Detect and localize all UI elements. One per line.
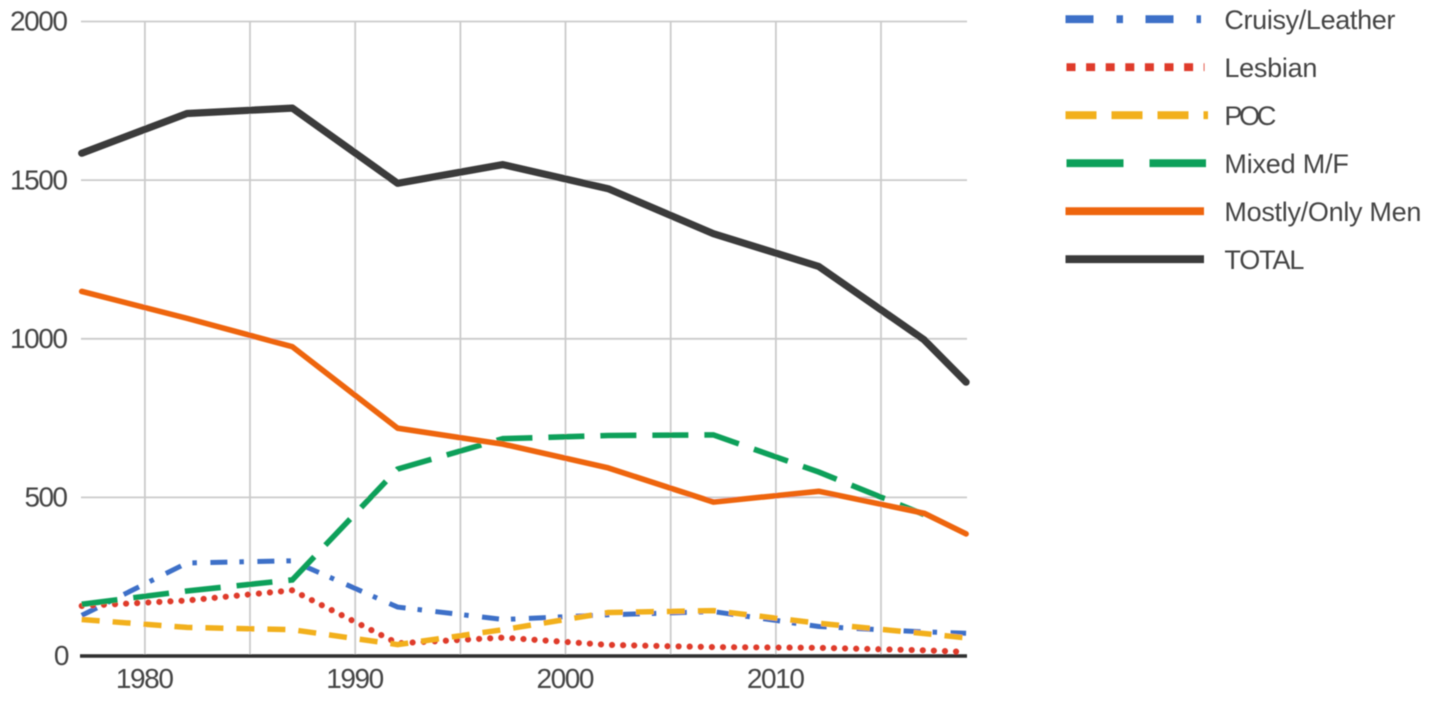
svg-text:2010: 2010 xyxy=(747,663,805,694)
svg-text:2000: 2000 xyxy=(537,663,595,694)
svg-text:1500: 1500 xyxy=(10,164,68,195)
svg-text:Mostly/Only Men: Mostly/Only Men xyxy=(1224,197,1421,227)
svg-text:TOTAL: TOTAL xyxy=(1224,245,1304,275)
svg-text:0: 0 xyxy=(54,640,70,671)
svg-text:2000: 2000 xyxy=(10,6,68,37)
svg-text:Mixed M/F: Mixed M/F xyxy=(1224,149,1349,179)
svg-text:Lesbian: Lesbian xyxy=(1224,53,1317,83)
svg-text:1990: 1990 xyxy=(326,663,384,694)
svg-text:Cruisy/Leather: Cruisy/Leather xyxy=(1224,5,1395,35)
svg-text:500: 500 xyxy=(25,482,69,513)
svg-text:POC: POC xyxy=(1224,101,1276,131)
svg-text:1980: 1980 xyxy=(116,663,174,694)
svg-text:1000: 1000 xyxy=(10,323,68,354)
